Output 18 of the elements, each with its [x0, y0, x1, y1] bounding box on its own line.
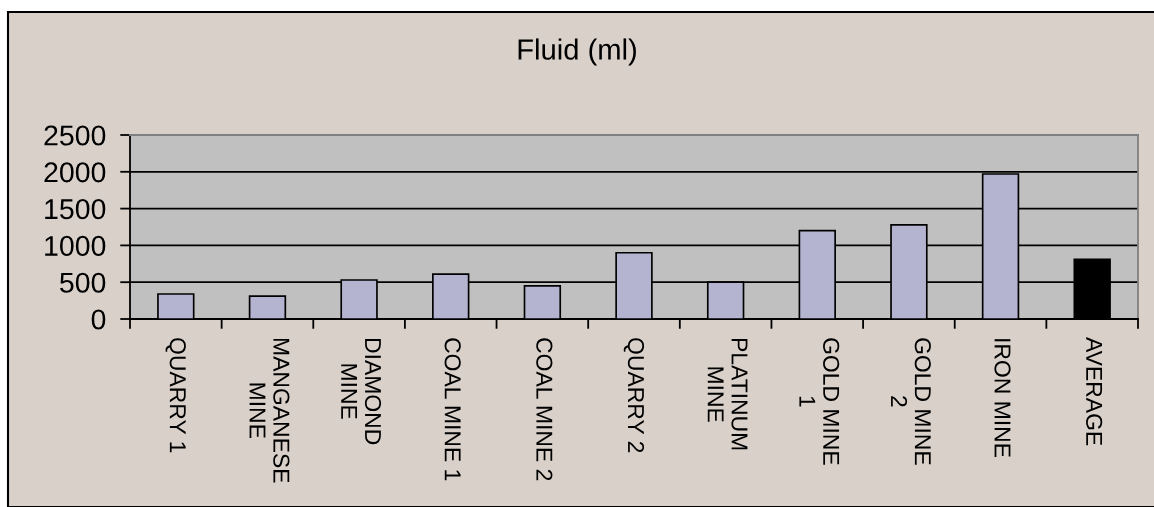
y-tick-label: 0	[91, 309, 106, 330]
x-tick-label: IRON MINE	[994, 339, 1011, 458]
chart-title: Fluid (ml)	[518, 38, 636, 66]
y-tick-label: 1000	[45, 235, 106, 256]
x-tick-label: AVERAGE	[1086, 337, 1103, 446]
y-tick-label: 500	[60, 272, 106, 293]
x-tick-label: COAL MINE 1	[444, 338, 461, 481]
x-tick-label: GOLD MINE 2	[891, 338, 931, 465]
x-tick-label: GOLD MINE 1	[799, 338, 840, 465]
x-tick-label: QUARRY 1	[165, 338, 186, 453]
x-tick-label: QUARRY 2	[623, 338, 645, 453]
x-tick-label: PLATINUM MINE	[707, 338, 748, 450]
x-tick-label: DIAMOND MINE	[341, 338, 382, 445]
y-tick-label: 2500	[44, 125, 106, 146]
y-tick-label: 1500	[45, 199, 106, 220]
x-tick-label: COAL MINE 2	[536, 338, 553, 481]
y-tick-label: 2000	[44, 162, 106, 183]
x-tick-label: MANGANESE MINE	[249, 338, 290, 483]
